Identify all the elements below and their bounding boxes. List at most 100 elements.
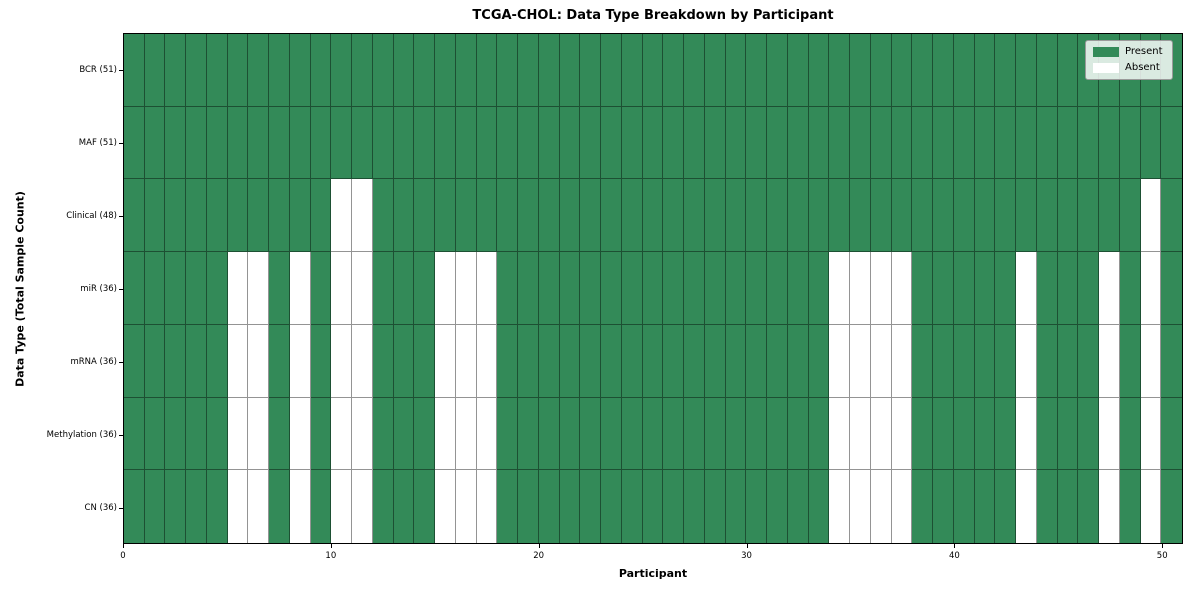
heatmap-cell (497, 397, 519, 471)
heatmap-cell (435, 106, 456, 180)
heatmap-cell (1057, 324, 1079, 398)
heatmap-cell (435, 179, 456, 253)
heatmap-cell (621, 397, 643, 471)
heatmap-cell (414, 106, 436, 180)
heatmap-cell (372, 252, 394, 325)
heatmap-cell (331, 470, 353, 543)
heatmap-cell (248, 34, 270, 107)
heatmap-cell (1016, 179, 1037, 253)
heatmap-cell (1161, 324, 1182, 398)
heatmap-cell (953, 324, 975, 398)
heatmap-cell (642, 470, 664, 543)
heatmap-cell (829, 106, 851, 180)
heatmap-cell (974, 324, 996, 398)
heatmap-cell (891, 324, 913, 398)
heatmap-cell (642, 397, 664, 471)
heatmap-cell (870, 470, 892, 543)
heatmap-cell (1140, 106, 1162, 180)
heatmap-cell (704, 324, 726, 398)
heatmap-cell (601, 106, 622, 180)
x-tick-mark (1162, 544, 1164, 548)
heatmap-cell (891, 470, 913, 543)
y-tick-label: Methylation (36) (46, 429, 117, 440)
heatmap-cell (746, 470, 768, 543)
heatmap-cell (435, 324, 456, 398)
heatmap-cell (206, 470, 228, 543)
heatmap-cell (870, 106, 892, 180)
heatmap-cell (642, 324, 664, 398)
x-axis-label: Participant (618, 567, 688, 580)
heatmap-cell (497, 106, 519, 180)
heatmap-cell (891, 106, 913, 180)
heatmap-cell (248, 397, 270, 471)
heatmap-cell (1119, 397, 1141, 471)
heatmap-cell (352, 470, 373, 543)
heatmap-cell (912, 179, 934, 253)
heatmap-cell (580, 106, 602, 180)
heatmap-cell (870, 324, 892, 398)
heatmap-cell (808, 470, 830, 543)
heatmap-cell (538, 106, 560, 180)
heatmap-cell (1140, 252, 1162, 325)
heatmap-cell (227, 34, 249, 107)
heatmap-cell (601, 324, 622, 398)
heatmap-cell (1099, 179, 1120, 253)
heatmap-cell (767, 34, 788, 107)
heatmap-cell (227, 179, 249, 253)
heatmap-cell (476, 324, 498, 398)
heatmap-cell (953, 179, 975, 253)
heatmap-cell (1016, 34, 1037, 107)
heatmap-cell (870, 179, 892, 253)
heatmap-cell (289, 397, 311, 471)
heatmap-cell (974, 470, 996, 543)
heatmap-cell (435, 470, 456, 543)
heatmap-cell (269, 34, 290, 107)
heatmap-cell (1078, 324, 1100, 398)
heatmap-cell (352, 179, 373, 253)
heatmap-cell (601, 470, 622, 543)
heatmap-cell (206, 397, 228, 471)
heatmap-cell (455, 179, 477, 253)
heatmap-cell (767, 106, 788, 180)
heatmap-cell (248, 252, 270, 325)
heatmap-cell (227, 324, 249, 398)
heatmap-cell (808, 397, 830, 471)
heatmap-cell (559, 324, 581, 398)
heatmap-cell (518, 252, 539, 325)
heatmap-cell (372, 397, 394, 471)
x-tick-mark (746, 544, 748, 548)
y-tick-mark (119, 361, 123, 363)
heatmap-cell (186, 324, 207, 398)
heatmap-cell (1161, 179, 1182, 253)
heatmap-cell (974, 34, 996, 107)
heatmap-cell (206, 34, 228, 107)
heatmap-cell (974, 106, 996, 180)
heatmap-cell (165, 179, 187, 253)
heatmap-cell (414, 179, 436, 253)
heatmap-cell (1119, 179, 1141, 253)
heatmap-cell (1057, 34, 1079, 107)
heatmap-cell (580, 397, 602, 471)
heatmap-cell (310, 470, 332, 543)
heatmap-cell (808, 179, 830, 253)
x-tick-label: 30 (741, 551, 752, 561)
heatmap-cell (746, 397, 768, 471)
heatmap-cell (331, 34, 353, 107)
heatmap-cell (580, 252, 602, 325)
heatmap-cell (642, 106, 664, 180)
heatmap-cell (1119, 470, 1141, 543)
heatmap-cell (663, 34, 685, 107)
heatmap-cell (310, 106, 332, 180)
legend-label-absent: Absent (1125, 62, 1160, 73)
heatmap-cell (269, 324, 290, 398)
y-tick-mark (119, 434, 123, 436)
heatmap-cell (310, 324, 332, 398)
heatmap-cell (372, 179, 394, 253)
heatmap-cell (974, 179, 996, 253)
heatmap-cell (455, 106, 477, 180)
heatmap-cell (372, 106, 394, 180)
heatmap-cell (206, 106, 228, 180)
heatmap-cell (393, 179, 415, 253)
heatmap-cell (684, 252, 705, 325)
heatmap-cell (953, 252, 975, 325)
